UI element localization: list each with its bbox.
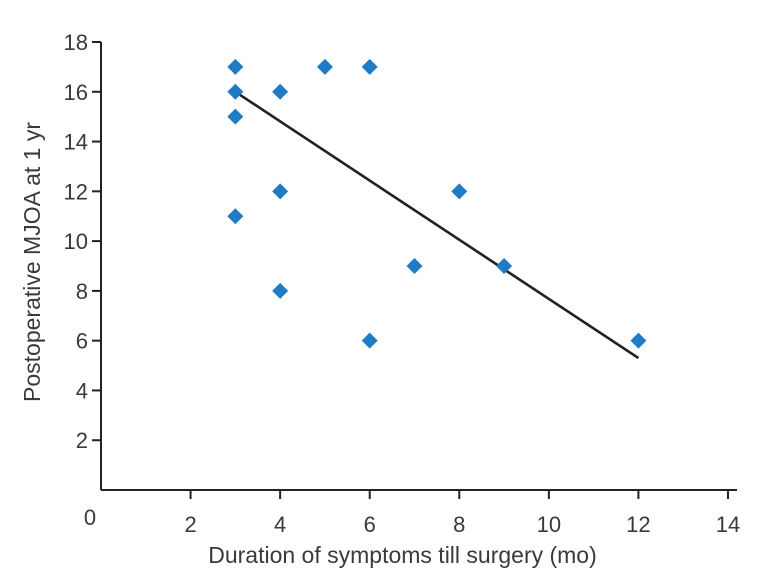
y-tick-label: 14 [64, 130, 88, 155]
x-tick-label: 4 [274, 512, 286, 537]
data-point [361, 332, 378, 349]
x-ticks: 2 4 6 8 10 12 14 [184, 490, 740, 537]
data-point [496, 258, 513, 274]
y-tick-label: 8 [76, 279, 88, 304]
data-point [227, 83, 244, 100]
axes [100, 42, 737, 491]
data-points [227, 58, 647, 349]
y-ticks: 2 4 6 8 10 12 14 16 18 [64, 30, 101, 453]
data-point [272, 282, 289, 299]
data-point [361, 58, 378, 75]
trendline [234, 90, 640, 360]
data-point [451, 183, 468, 200]
x-tick-label: 10 [537, 512, 561, 537]
y-tick-label: 18 [64, 30, 88, 55]
data-point [272, 183, 289, 200]
x-axis-title: Duration of symptoms till surgery (mo) [208, 542, 597, 568]
data-point [227, 58, 244, 75]
x-tick-label: 12 [626, 512, 650, 537]
x-tick-label: 2 [184, 512, 196, 537]
x-tick-label: 8 [453, 512, 465, 537]
y-tick-label: 16 [64, 80, 88, 105]
y-tick-label: 4 [76, 378, 88, 403]
y-tick-label: 2 [76, 428, 88, 453]
data-point [227, 208, 244, 225]
x-tick-label: 14 [716, 512, 740, 537]
y-tick-label: 6 [76, 329, 88, 354]
data-point [272, 83, 289, 100]
y-tick-label: 10 [64, 229, 88, 254]
origin-label: 0 [84, 505, 96, 530]
y-axis-title: Postoperative MJOA at 1 yr [19, 122, 45, 402]
y-tick-label: 12 [64, 179, 88, 204]
data-point [316, 58, 333, 75]
x-tick-label: 6 [364, 512, 376, 537]
data-point [406, 258, 423, 274]
data-point [227, 108, 244, 125]
data-point [630, 332, 647, 349]
